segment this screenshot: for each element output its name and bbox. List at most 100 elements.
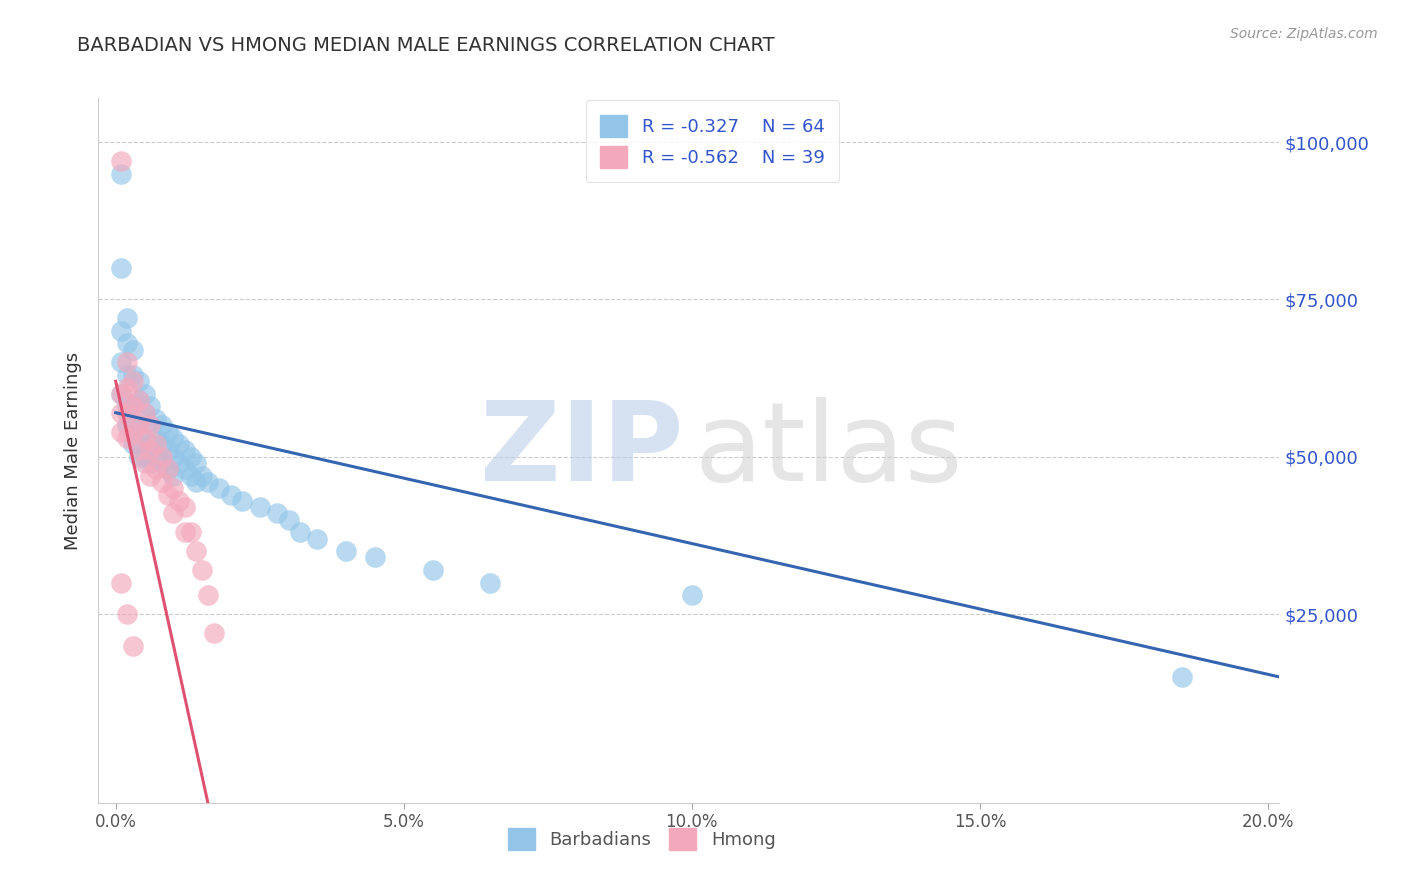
Point [681,588,703,602]
Point [110,167,132,181]
Point [110,406,132,420]
Point [110,355,132,369]
Point [139,456,162,470]
Point [134,431,156,445]
Point [139,443,162,458]
Point [122,425,145,439]
Point [167,456,190,470]
Point [180,468,202,483]
Point [122,368,145,382]
Point [134,450,156,464]
Point [186,456,208,470]
Point [134,387,156,401]
Point [288,525,311,540]
Point [1170,670,1192,684]
Text: Source: ZipAtlas.com: Source: ZipAtlas.com [1230,27,1378,41]
Point [173,462,195,476]
Point [128,393,150,408]
Legend: Barbadians, Hmong: Barbadians, Hmong [501,821,783,857]
Point [115,368,138,382]
Point [128,393,150,408]
Point [186,475,208,489]
Point [134,406,156,420]
Point [110,387,132,401]
Point [110,425,132,439]
Point [156,443,179,458]
Point [115,406,138,420]
Point [208,481,231,495]
Point [110,260,132,275]
Point [364,550,387,565]
Text: BARBADIAN VS HMONG MEDIAN MALE EARNINGS CORRELATION CHART: BARBADIAN VS HMONG MEDIAN MALE EARNINGS … [77,36,775,54]
Point [277,513,299,527]
Point [115,418,138,433]
Point [139,418,162,433]
Text: ZIP: ZIP [479,397,683,504]
Point [134,431,156,445]
Point [115,311,138,326]
Point [139,437,162,451]
Point [479,575,502,590]
Y-axis label: Median Male Earnings: Median Male Earnings [65,351,83,549]
Point [115,400,138,414]
Point [145,450,167,464]
Point [197,588,219,602]
Point [115,380,138,394]
Point [173,500,195,514]
Point [139,400,162,414]
Point [145,412,167,426]
Point [173,525,195,540]
Point [110,387,132,401]
Point [162,431,184,445]
Point [150,456,173,470]
Point [128,450,150,464]
Point [156,425,179,439]
Point [180,450,202,464]
Point [231,493,253,508]
Text: atlas: atlas [695,397,963,504]
Point [219,487,242,501]
Point [162,468,184,483]
Point [150,450,173,464]
Point [197,475,219,489]
Point [110,154,132,169]
Point [128,418,150,433]
Point [134,406,156,420]
Point [335,544,357,558]
Point [307,532,329,546]
Point [422,563,444,577]
Point [156,462,179,476]
Point [150,475,173,489]
Point [145,437,167,451]
Point [122,374,145,388]
Point [122,418,145,433]
Point [122,400,145,414]
Point [145,431,167,445]
Point [167,437,190,451]
Point [156,487,179,501]
Point [173,443,195,458]
Point [167,493,190,508]
Point [122,437,145,451]
Point [134,456,156,470]
Point [139,418,162,433]
Point [162,507,184,521]
Point [162,481,184,495]
Point [191,468,214,483]
Point [266,507,288,521]
Point [128,437,150,451]
Point [115,431,138,445]
Point [191,563,214,577]
Point [128,374,150,388]
Point [180,525,202,540]
Point [110,575,132,590]
Point [145,462,167,476]
Point [115,355,138,369]
Point [115,336,138,351]
Point [186,544,208,558]
Point [115,607,138,621]
Point [162,450,184,464]
Point [122,639,145,653]
Point [122,400,145,414]
Point [156,462,179,476]
